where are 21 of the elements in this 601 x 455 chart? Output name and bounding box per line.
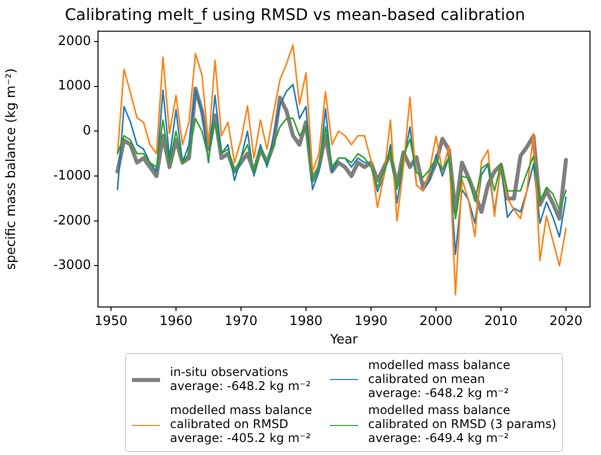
legend-label: modelled mass balance calibrated on mean average: -648.2 kg m⁻²: [368, 358, 510, 400]
x-tick-label: 1950: [94, 314, 128, 330]
legend-label: modelled mass balance calibrated on RMSD (3 params) average: -649.4 kg m⁻²: [368, 403, 556, 446]
y-tick-label: 1000: [58, 78, 91, 94]
x-tick-label: 1990: [354, 314, 388, 330]
y-tick-label: -1000: [53, 168, 91, 184]
x-tick-label: 1980: [289, 314, 323, 330]
x-tick-label: 1970: [224, 314, 258, 330]
x-tick-label: 2000: [419, 314, 453, 330]
y-axis-title: specific mass balance (kg m⁻²): [4, 68, 20, 270]
legend-label: modelled mass balance calibrated on RMSD average: -405.2 kg m⁻²: [170, 403, 312, 446]
x-tick-label: 2020: [549, 314, 582, 330]
x-tick-label: 2010: [484, 314, 518, 330]
x-axis-title: Year: [329, 332, 358, 348]
y-tick-label: 0: [82, 124, 91, 139]
x-tick-label: 1960: [159, 314, 193, 330]
y-tick-label: 2000: [58, 34, 91, 49]
y-tick-label: -2000: [53, 213, 91, 228]
chart-title: Calibrating melt_f using RMSD vs mean-based calibration: [64, 4, 526, 24]
y-tick-label: -3000: [53, 258, 91, 274]
legend-label: in-situ observations average: -648.2 kg m⁻²: [170, 364, 311, 394]
